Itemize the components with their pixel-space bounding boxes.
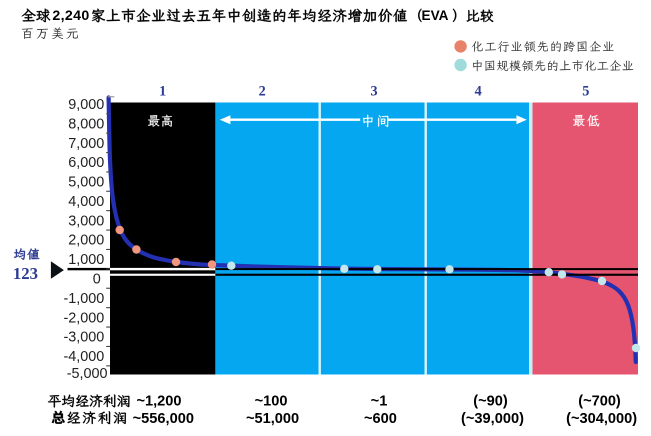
svg-text:~100: ~100: [255, 394, 288, 410]
svg-text:~600: ~600: [364, 411, 397, 427]
svg-text:9,000: 9,000: [68, 97, 104, 113]
svg-text:(~304,000): (~304,000): [566, 411, 637, 427]
svg-text:5,000: 5,000: [68, 175, 104, 191]
svg-text:123: 123: [13, 264, 38, 283]
svg-text:6,000: 6,000: [68, 155, 104, 171]
svg-text:-3,000: -3,000: [63, 330, 104, 346]
svg-text:-2,000: -2,000: [63, 310, 104, 326]
svg-text:EVA: EVA: [422, 8, 449, 23]
svg-text:-5,000: -5,000: [67, 366, 108, 382]
svg-text:(~700): (~700): [578, 394, 621, 410]
svg-text:2,000: 2,000: [68, 233, 104, 249]
svg-text:0: 0: [93, 272, 101, 288]
svg-text:2,240: 2,240: [52, 8, 89, 24]
svg-text:1,000: 1,000: [68, 252, 104, 268]
svg-text:(~39,000): (~39,000): [461, 411, 524, 427]
svg-text:~1,200: ~1,200: [136, 394, 181, 410]
svg-text:-4,000: -4,000: [63, 349, 104, 365]
svg-text:-1,000: -1,000: [63, 291, 104, 307]
svg-text:~1: ~1: [371, 394, 388, 410]
svg-text:3: 3: [370, 84, 377, 100]
svg-text:(~90): (~90): [473, 394, 508, 410]
svg-text:~51,000: ~51,000: [246, 411, 299, 427]
svg-text:3,000: 3,000: [68, 213, 104, 229]
svg-text:~556,000: ~556,000: [133, 411, 194, 427]
svg-text:5: 5: [582, 84, 589, 100]
svg-text:7,000: 7,000: [68, 136, 104, 152]
svg-text:2: 2: [259, 84, 266, 100]
svg-text:8,000: 8,000: [68, 116, 104, 132]
svg-text:4,000: 4,000: [68, 194, 104, 210]
svg-text:4: 4: [475, 84, 482, 100]
svg-text:1: 1: [159, 84, 166, 100]
